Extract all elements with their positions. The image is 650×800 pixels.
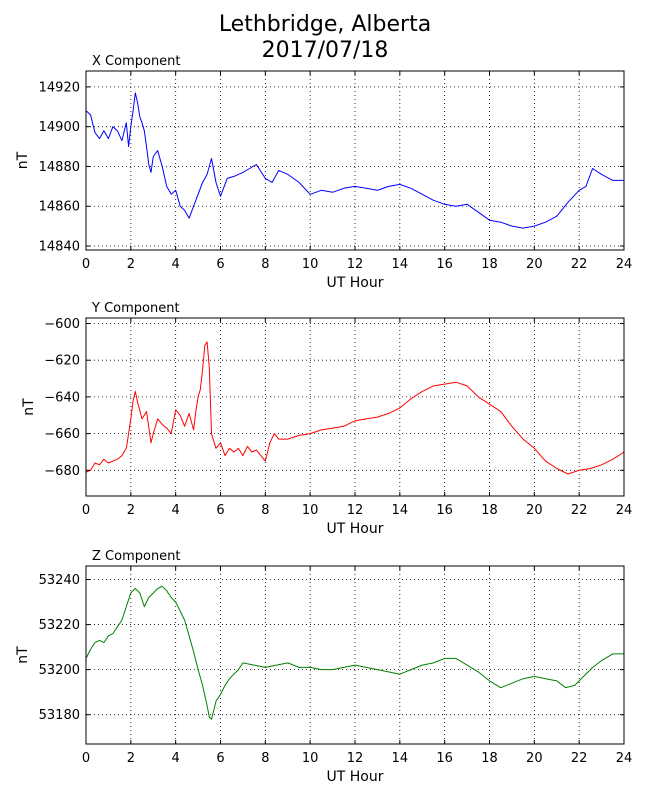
y-ytick-label: −680 bbox=[44, 464, 80, 479]
z-xtick-label: 2 bbox=[127, 751, 135, 766]
x-xtick-label: 14 bbox=[392, 257, 409, 272]
z-xtick-label: 6 bbox=[216, 751, 224, 766]
y-xtick-label: 2 bbox=[127, 503, 135, 518]
z-ytick-label: 53200 bbox=[39, 663, 80, 678]
y-xtick-label: 22 bbox=[571, 503, 588, 518]
z-xtick-label: 24 bbox=[616, 751, 633, 766]
x-xtick-label: 0 bbox=[82, 257, 90, 272]
x-xtick-label: 4 bbox=[172, 257, 180, 272]
z-xtick-label: 22 bbox=[571, 751, 588, 766]
z-ytick-label: 53180 bbox=[39, 708, 80, 723]
y-xtick-label: 16 bbox=[436, 503, 453, 518]
z-xtick-label: 20 bbox=[526, 751, 543, 766]
y-xtick-label: 20 bbox=[526, 503, 543, 518]
z-xtick-label: 12 bbox=[347, 751, 364, 766]
x-xtick-label: 18 bbox=[481, 257, 498, 272]
z-ytick-label: 53240 bbox=[39, 573, 80, 588]
x-ytick-label: 14840 bbox=[39, 240, 80, 255]
y-xtick-label: 18 bbox=[481, 503, 498, 518]
x-xtick-label: 16 bbox=[436, 257, 453, 272]
y-ytick-label: −660 bbox=[44, 427, 80, 442]
z-xtick-label: 18 bbox=[481, 751, 498, 766]
x-yaxis-label: nT bbox=[15, 151, 31, 169]
x-ytick-label: 14900 bbox=[39, 120, 80, 135]
y-xtick-label: 24 bbox=[616, 503, 633, 518]
x-xtick-label: 2 bbox=[127, 257, 135, 272]
z-xtick-label: 14 bbox=[392, 751, 409, 766]
y-ytick-label: −620 bbox=[44, 354, 80, 369]
y-xtick-label: 12 bbox=[347, 503, 364, 518]
x-component-title: X Component bbox=[92, 54, 181, 69]
x-ytick-label: 14880 bbox=[39, 160, 80, 175]
x-xtick-label: 12 bbox=[347, 257, 364, 272]
y-ytick-label: −640 bbox=[44, 390, 80, 405]
x-component-series-line bbox=[85, 92, 624, 229]
x-xtick-label: 20 bbox=[526, 257, 543, 272]
z-xtick-label: 4 bbox=[172, 751, 180, 766]
x-ytick-label: 14860 bbox=[39, 200, 80, 215]
y-xtick-label: 6 bbox=[216, 503, 224, 518]
x-ytick-label: 14920 bbox=[39, 80, 80, 95]
z-ytick-label: 53220 bbox=[39, 618, 80, 633]
z-xtick-label: 10 bbox=[302, 751, 319, 766]
z-component-title: Z Component bbox=[92, 549, 181, 564]
y-xtick-label: 8 bbox=[261, 503, 269, 518]
x-xtick-label: 8 bbox=[261, 257, 269, 272]
z-yaxis-label: nT bbox=[15, 646, 31, 664]
z-component-series-line bbox=[85, 585, 624, 720]
figure-title-date: 2017/07/18 bbox=[261, 38, 389, 63]
y-xtick-label: 0 bbox=[82, 503, 90, 518]
y-xtick-label: 4 bbox=[172, 503, 180, 518]
x-xaxis-label: UT Hour bbox=[327, 275, 384, 291]
z-xtick-label: 16 bbox=[436, 751, 453, 766]
y-ytick-label: −600 bbox=[44, 317, 80, 332]
x-xtick-label: 24 bbox=[616, 257, 633, 272]
y-xtick-label: 10 bbox=[302, 503, 319, 518]
z-xaxis-label: UT Hour bbox=[327, 769, 384, 785]
z-xtick-label: 0 bbox=[82, 751, 90, 766]
x-xtick-label: 10 bbox=[302, 257, 319, 272]
y-yaxis-label: nT bbox=[21, 398, 37, 416]
y-xtick-label: 14 bbox=[392, 503, 409, 518]
z-xtick-label: 8 bbox=[261, 751, 269, 766]
y-component-title: Y Component bbox=[91, 301, 180, 316]
y-component-series-line bbox=[85, 341, 625, 475]
y-xaxis-label: UT Hour bbox=[327, 521, 384, 537]
x-xtick-label: 22 bbox=[571, 257, 588, 272]
x-xtick-label: 6 bbox=[216, 257, 224, 272]
figure-title-location: Lethbridge, Alberta bbox=[218, 12, 432, 37]
